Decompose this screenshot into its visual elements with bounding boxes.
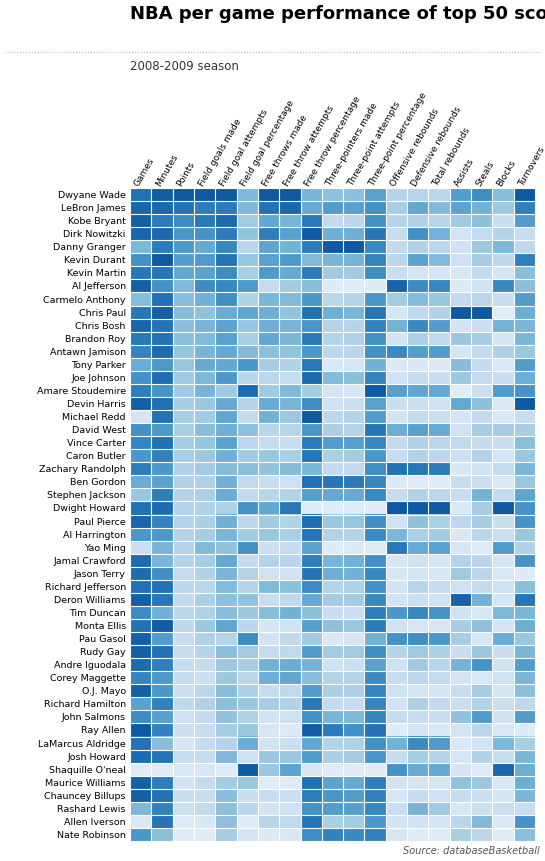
Text: Source: databaseBasketball: Source: databaseBasketball <box>403 846 540 856</box>
Text: Points: Points <box>175 160 197 188</box>
Text: Three-point percentage: Three-point percentage <box>367 90 428 188</box>
Text: Offensive rebounds: Offensive rebounds <box>389 107 440 188</box>
Text: Three-point attempts: Three-point attempts <box>346 100 402 188</box>
Text: Defensive rebounds: Defensive rebounds <box>410 105 463 188</box>
Text: Free throw attempts: Free throw attempts <box>282 104 336 188</box>
Text: Blocks: Blocks <box>495 158 518 188</box>
Text: 2008-2009 season: 2008-2009 season <box>130 60 239 73</box>
Text: Free throws made: Free throws made <box>261 114 309 188</box>
Text: Free throw percentage: Free throw percentage <box>304 95 362 188</box>
Text: Field goal attempts: Field goal attempts <box>218 108 270 188</box>
Text: Turnovers: Turnovers <box>517 146 545 188</box>
Text: Games: Games <box>133 156 156 188</box>
Text: Assists: Assists <box>452 157 476 188</box>
Text: Field goal percentage: Field goal percentage <box>239 99 296 188</box>
Text: Three-pointers made: Three-pointers made <box>325 102 380 188</box>
Text: Field goals made: Field goals made <box>197 117 243 188</box>
Text: Minutes: Minutes <box>154 152 180 188</box>
Text: Steals: Steals <box>474 159 495 188</box>
Text: Total rebounds: Total rebounds <box>431 126 472 188</box>
Text: NBA per game performance of top 50 scorers: NBA per game performance of top 50 score… <box>130 5 545 23</box>
